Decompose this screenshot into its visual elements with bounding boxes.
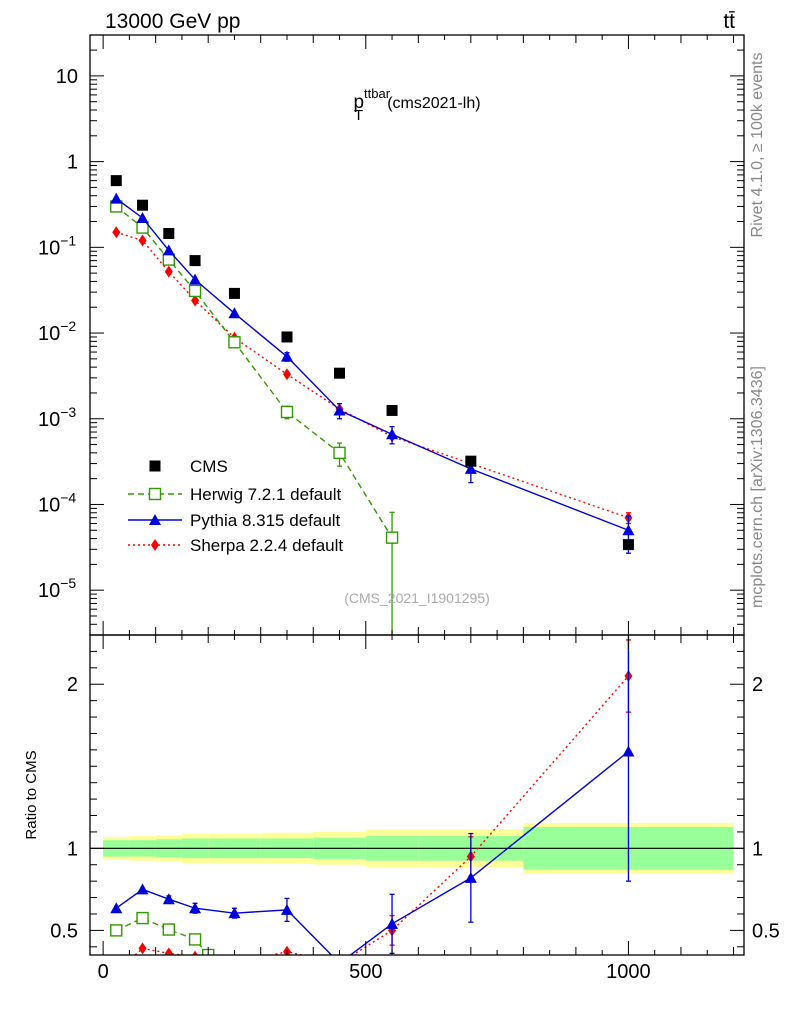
title-base: p bbox=[353, 92, 364, 113]
legend-pythia-marker bbox=[149, 514, 161, 525]
energy-label: 13000 GeV pp bbox=[105, 10, 240, 33]
main-y-tick-label: 10−5 bbox=[38, 575, 76, 602]
legend: CMS Herwig 7.2.1 default Pythia 8.315 defa… bbox=[128, 457, 343, 555]
legend-cms-marker bbox=[149, 460, 161, 472]
ratio-x-tick-label: 500 bbox=[349, 961, 382, 983]
main-herwig-point bbox=[188, 284, 202, 298]
main-pythia-point bbox=[228, 307, 241, 319]
ratio-pythia-point bbox=[386, 917, 399, 929]
main-herwig-point bbox=[280, 405, 294, 419]
rivet-version-label: Rivet 4.1.0, ≥ 100k events bbox=[749, 53, 766, 238]
ratio-y-tick-label-right: 1 bbox=[752, 838, 763, 860]
main-title: pttbar T (cms2021-lh) bbox=[353, 86, 480, 124]
ratio-y-tick-label: 0.5 bbox=[50, 920, 78, 942]
ratio-y-tick-label-right: 0.5 bbox=[752, 920, 780, 942]
ratio-pythia-point bbox=[110, 902, 123, 914]
legend-sherpa-label: Sherpa 2.2.4 default bbox=[190, 536, 343, 555]
main-sherpa-point bbox=[138, 234, 147, 247]
ratio-sherpa-point bbox=[192, 950, 198, 955]
main-pythia-point bbox=[136, 211, 149, 223]
ratio-herwig-point bbox=[110, 924, 123, 937]
main-frame bbox=[89, 34, 745, 636]
ratio-pythia-point bbox=[280, 903, 293, 915]
main-herwig-point bbox=[333, 446, 346, 460]
main-plot-area bbox=[110, 175, 635, 635]
main-cms-point bbox=[622, 539, 634, 551]
main-cms-point bbox=[281, 331, 293, 343]
ratio-sherpa-point bbox=[138, 942, 147, 955]
main-pythia-point bbox=[333, 404, 346, 416]
ratio-x-tick-label: 1000 bbox=[606, 961, 651, 983]
ratio-y-tick-label-right: 2 bbox=[752, 674, 763, 696]
main-cms-point bbox=[137, 199, 149, 211]
ratio-pythia-point bbox=[189, 902, 202, 914]
title-superscript: ttbar bbox=[364, 86, 391, 101]
ratio-herwig-point bbox=[188, 933, 202, 946]
ratio-panel: 0.5 0.5 1 1 2 2 0 500 1000 Ratio to CMS bbox=[23, 634, 780, 983]
title-subscript: T bbox=[354, 107, 363, 124]
main-cms-point bbox=[189, 255, 201, 267]
main-y-tick-label: 10 bbox=[56, 66, 78, 88]
ratio-axis-ticks: 0.5 0.5 1 1 2 2 0 500 1000 bbox=[50, 635, 780, 983]
main-cms-point bbox=[163, 227, 175, 239]
legend-cms-label: CMS bbox=[190, 457, 228, 476]
ratio-sherpa-point bbox=[336, 957, 344, 969]
main-y-tick-label: 10−4 bbox=[38, 489, 76, 516]
ratio-pythia-line bbox=[115, 750, 629, 955]
main-axis-ticks: 10 1 10−1 10−2 10−3 10−4 10−5 bbox=[38, 34, 744, 636]
ratio-pythia-point bbox=[136, 883, 149, 895]
main-sherpa-point bbox=[112, 226, 121, 239]
legend-herwig-label: Herwig 7.2.1 default bbox=[190, 485, 341, 504]
ratio-frame bbox=[89, 634, 745, 956]
ratio-sherpa-point bbox=[164, 947, 173, 955]
main-y-tick-label: 10−3 bbox=[38, 404, 76, 431]
analysis-watermark: (CMS_2021_I1901295) bbox=[344, 590, 490, 606]
main-cms-point bbox=[386, 404, 398, 416]
ratio-x-tick-label: 0 bbox=[98, 961, 109, 983]
main-cms-point bbox=[110, 175, 122, 187]
ratio-herwig-point bbox=[162, 923, 175, 936]
main-pythia-point bbox=[162, 244, 175, 256]
ratio-pythia-point bbox=[464, 871, 477, 883]
legend-herwig-marker bbox=[148, 487, 162, 501]
process-label: tt̄ bbox=[723, 10, 735, 33]
legend-sherpa-marker bbox=[151, 539, 159, 551]
main-pythia-point bbox=[622, 524, 635, 536]
main-pythia-line bbox=[115, 198, 629, 531]
main-y-tick-label: 10−2 bbox=[38, 318, 76, 345]
ratio-sherpa-point bbox=[112, 965, 120, 977]
mcplots-label: mcplots.cern.ch [arXiv:1306.3436] bbox=[749, 366, 766, 608]
main-sherpa-point bbox=[282, 368, 291, 381]
main-pythia-point bbox=[110, 192, 123, 204]
ratio-pythia-point bbox=[228, 907, 241, 919]
ratio-y-tick-label: 2 bbox=[67, 674, 78, 696]
ratio-pythia-point bbox=[334, 957, 346, 968]
legend-pythia-label: Pythia 8.315 default bbox=[190, 511, 341, 530]
main-cms-point bbox=[228, 287, 240, 299]
ratio-pythia-point bbox=[622, 745, 635, 757]
ratio-pythia-point bbox=[162, 893, 175, 905]
ratio-plot-area bbox=[90, 635, 744, 977]
ratio-sherpa-point bbox=[230, 957, 238, 969]
ratio-sherpa-line bbox=[133, 675, 629, 955]
main-y-tick-label: 1 bbox=[67, 152, 78, 174]
main-cms-point bbox=[465, 455, 477, 467]
main-y-tick-label: 10−1 bbox=[38, 232, 76, 259]
ratio-y-axis-label: Ratio to CMS bbox=[23, 750, 40, 839]
main-pythia-point bbox=[464, 462, 477, 474]
main-herwig-point bbox=[228, 336, 241, 349]
ratio-herwig-point bbox=[136, 911, 149, 925]
title-suffix: (cms2021-lh) bbox=[387, 95, 480, 112]
main-pythia-point bbox=[280, 350, 293, 362]
main-pythia-point bbox=[189, 273, 202, 285]
ratio-y-tick-label: 1 bbox=[67, 838, 78, 860]
main-herwig-point bbox=[385, 531, 399, 544]
main-cms-point bbox=[334, 367, 346, 379]
main-panel: 10 1 10−1 10−2 10−3 10−4 10−5 pttbar T (cms2021-… bbox=[38, 34, 745, 636]
main-sherpa-point bbox=[164, 265, 173, 278]
main-sherpa-point bbox=[191, 294, 200, 307]
main-pythia-point bbox=[386, 428, 399, 440]
